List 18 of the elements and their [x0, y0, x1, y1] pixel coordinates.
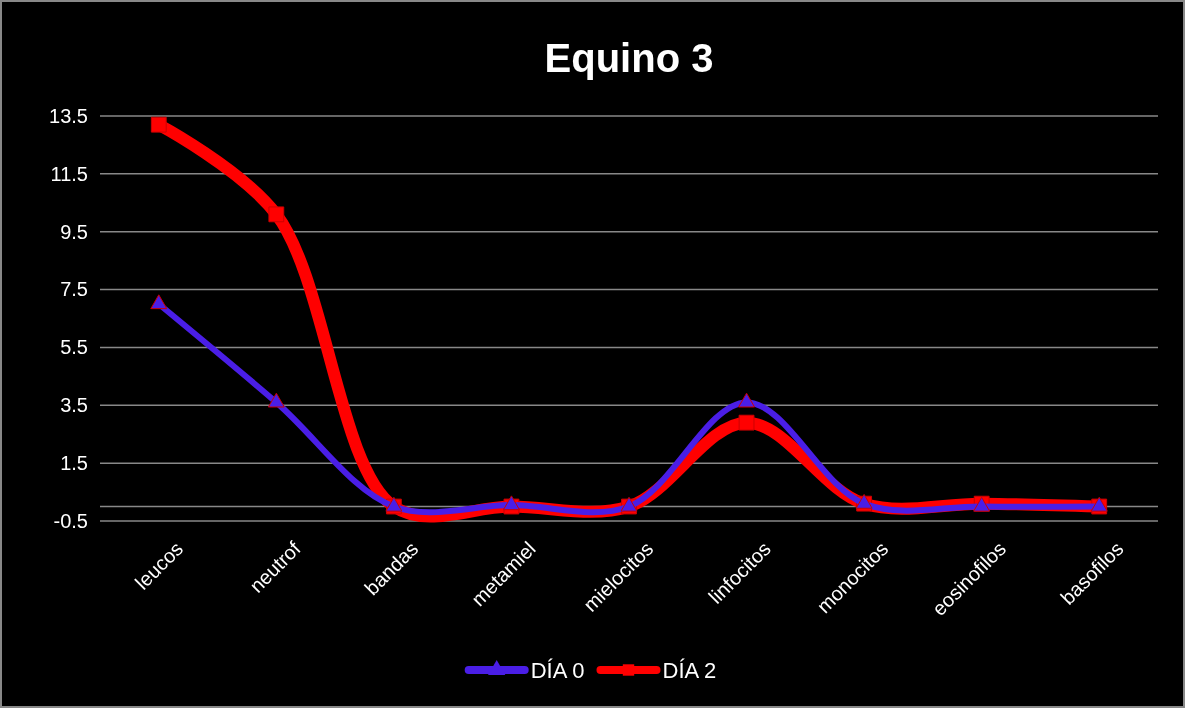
- y-tick-label: 11.5: [50, 162, 88, 185]
- legend-label: DÍA 0: [530, 657, 585, 683]
- legend-label: DÍA 2: [662, 657, 717, 683]
- point: [738, 414, 755, 431]
- point: [150, 294, 168, 310]
- y-tick-label: 5.5: [60, 336, 88, 359]
- y-tick-label: 3.5: [60, 394, 88, 417]
- y-tick-label: 9.5: [60, 220, 88, 243]
- y-tick-label: 7.5: [60, 278, 88, 301]
- y-tick-label: 1.5: [60, 452, 88, 475]
- point: [150, 116, 167, 133]
- point: [267, 392, 285, 408]
- point: [268, 206, 285, 223]
- point: [738, 392, 756, 408]
- point: [502, 495, 520, 511]
- y-tick-label: -0.5: [53, 509, 88, 532]
- y-tick-label: 13.5: [49, 104, 88, 127]
- chart-title: Equino 3: [544, 36, 714, 80]
